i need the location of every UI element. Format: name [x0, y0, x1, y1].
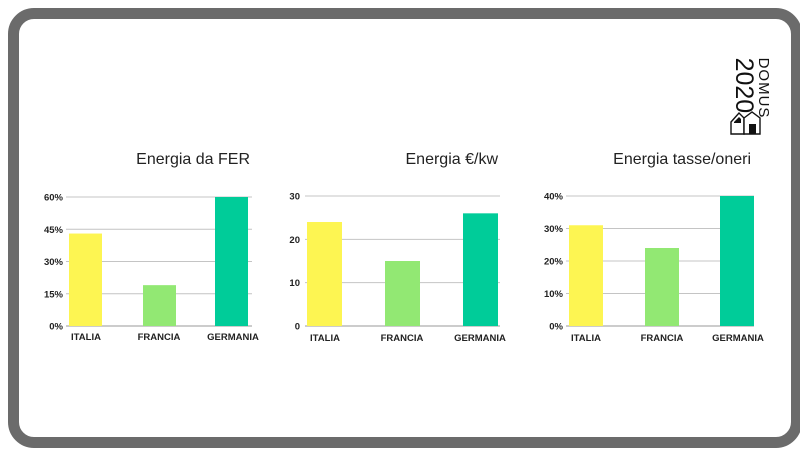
chart-1-ytick-0: 0% — [49, 322, 63, 333]
chart-3-ytick-1: 10% — [544, 289, 564, 300]
chart-2-ytick-1: 10 — [289, 278, 300, 289]
chart-2-category-francia: FRANCIA — [381, 333, 424, 344]
chart-1-category-germania: GERMANIA — [207, 332, 259, 343]
chart-3-category-germania: GERMANIA — [712, 333, 764, 344]
chart-2-ytick-0: 0 — [295, 322, 300, 333]
house-shapes-icon — [730, 111, 761, 135]
chart-2-ytick-3: 30 — [289, 192, 300, 203]
chart-3-ytick-0: 0% — [549, 322, 563, 333]
chart-3-category-italia: ITALIA — [571, 333, 601, 344]
chart-1-category-italia: ITALIA — [71, 332, 101, 343]
chart-2-bar-francia — [385, 261, 420, 326]
chart-1-ytick-3: 45% — [44, 225, 64, 236]
chart-3-title: Energia tasse/oneri — [613, 151, 751, 168]
chart-3-ytick-3: 30% — [544, 224, 564, 235]
chart-1-ytick-2: 30% — [44, 257, 64, 268]
chart-1-category-francia: FRANCIA — [138, 332, 181, 343]
chart-1-bar-italia — [69, 233, 102, 326]
chart-3-ytick-4: 40% — [544, 192, 564, 203]
chart-2-bar-germania — [463, 213, 498, 326]
chart-3-bar-germania — [720, 196, 754, 326]
chart-2-bar-italia — [307, 222, 342, 326]
chart-3-bar-italia — [569, 225, 603, 326]
chart-3-ytick-2: 20% — [544, 257, 564, 268]
chart-2-category-italia: ITALIA — [310, 333, 340, 344]
chart-3-category-francia: FRANCIA — [641, 333, 684, 344]
chart-2-category-germania: GERMANIA — [454, 333, 506, 344]
chart-1-bar-germania — [215, 197, 248, 326]
chart-3-bar-francia — [645, 248, 679, 326]
chart-1-title: Energia da FER — [136, 151, 250, 168]
chart-1-ytick-1: 15% — [44, 289, 64, 300]
chart-2-ytick-2: 20 — [289, 235, 300, 246]
chart-1-ytick-4: 60% — [44, 193, 64, 204]
chart-2-title: Energia €/kw — [406, 151, 499, 168]
chart-1-bar-francia — [143, 285, 176, 326]
